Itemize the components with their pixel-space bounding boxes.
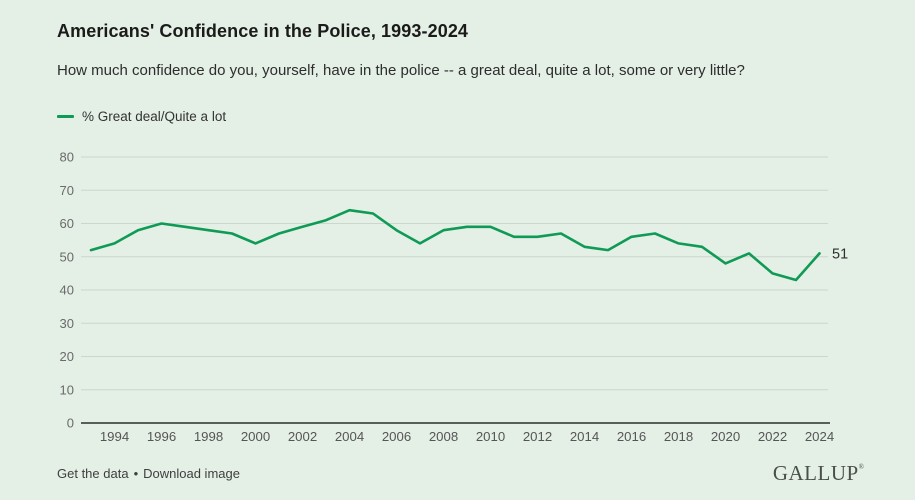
legend-label: % Great deal/Quite a lot	[82, 109, 227, 124]
trend-line[interactable]	[89, 208, 821, 282]
legend-line-swatch	[57, 115, 74, 118]
y-axis-label: 80	[60, 150, 74, 165]
x-axis-label: 2006	[382, 429, 411, 444]
footer-separator: •	[133, 466, 139, 481]
y-axis-label: 60	[60, 216, 74, 231]
x-axis-label: 2020	[711, 429, 740, 444]
x-axis-label: 2000	[241, 429, 270, 444]
x-axis-label: 2012	[523, 429, 552, 444]
x-axis-label: 1996	[147, 429, 176, 444]
x-axis-label: 1998	[194, 429, 223, 444]
x-axis-label: 2008	[429, 429, 458, 444]
gallup-logo: GALLUP®	[773, 461, 864, 486]
x-axis-label: 2022	[758, 429, 787, 444]
x-axis-label: 2004	[335, 429, 364, 444]
x-axis-label: 2024	[805, 429, 834, 444]
gallup-wordmark: GALLUP	[772, 461, 859, 485]
y-axis-label: 70	[60, 183, 74, 198]
page-title: Americans' Confidence in the Police, 199…	[57, 21, 469, 41]
chart-subtitle: How much confidence do you, yourself, ha…	[57, 62, 745, 79]
y-axis-label: 50	[60, 249, 74, 264]
y-axis-label: 10	[60, 382, 74, 397]
x-axis-label: 1994	[100, 429, 129, 444]
download-image-link[interactable]: Download image	[143, 466, 240, 481]
end-value-label: 51	[832, 246, 848, 262]
x-axis-label: 2010	[476, 429, 505, 444]
y-axis-label: 40	[60, 283, 74, 298]
legend: % Great deal/Quite a lot	[57, 109, 226, 124]
y-axis-label: 0	[67, 416, 74, 431]
y-axis-label: 30	[60, 316, 74, 331]
get-the-data-link[interactable]: Get the data	[57, 466, 129, 481]
trademark-mark: ®	[858, 463, 864, 471]
x-axis-label: 2014	[570, 429, 599, 444]
x-axis-label: 2002	[288, 429, 317, 444]
x-axis-label: 2018	[664, 429, 693, 444]
y-axis-label: 20	[60, 349, 74, 364]
x-axis-label: 2016	[617, 429, 646, 444]
footer-links: Get the data • Download image	[57, 466, 240, 481]
